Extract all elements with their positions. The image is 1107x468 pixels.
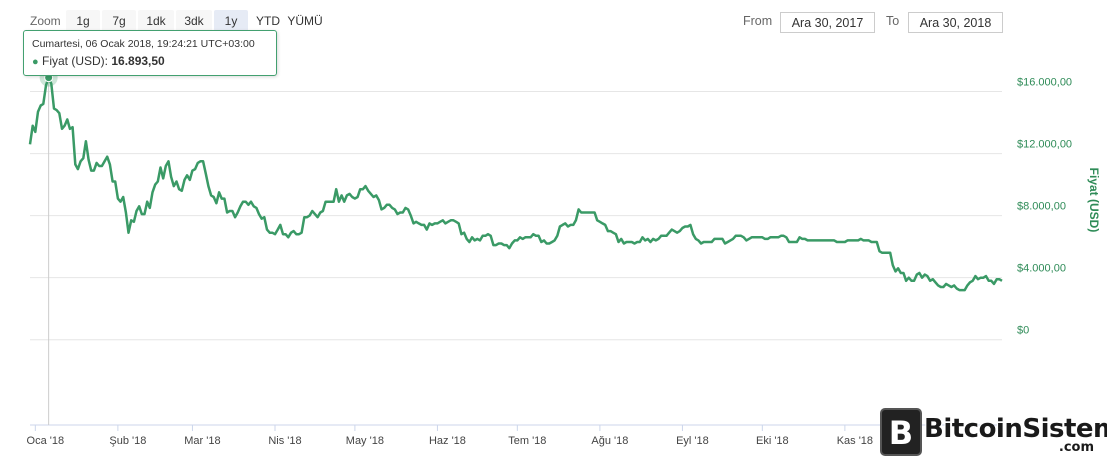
- x-tick-label: Şub '18: [109, 435, 146, 447]
- from-date-input[interactable]: Ara 30, 2017: [780, 12, 875, 33]
- tooltip-date: Cumartesi, 06 Ocak 2018, 19:24:21 UTC+03…: [32, 38, 255, 50]
- price-tooltip: Cumartesi, 06 Ocak 2018, 19:24:21 UTC+03…: [23, 30, 277, 76]
- x-tick-label: Eyl '18: [676, 435, 709, 447]
- zoom-1-day-button[interactable]: 1g: [66, 10, 100, 32]
- bitcoin-logo-icon: B: [880, 408, 922, 456]
- y-tick-label: $8.000,00: [1017, 201, 1066, 213]
- y-tick-label: $4.000,00: [1017, 263, 1066, 275]
- zoom-1-year-button[interactable]: 1y: [214, 10, 248, 32]
- x-tick-label: Mar '18: [184, 435, 220, 447]
- x-tick-label: Kas '18: [837, 435, 873, 447]
- to-label: To: [886, 14, 900, 28]
- series-dot-icon: ●: [32, 56, 39, 68]
- zoom-7-days-button[interactable]: 7g: [102, 10, 136, 32]
- price-series-line[interactable]: [28, 76, 1003, 292]
- zoom-1-month-button[interactable]: 1dk: [138, 10, 174, 32]
- tooltip-row: ● Fiyat (USD): 16.893,50: [32, 54, 268, 68]
- x-tick-label: Haz '18: [429, 435, 466, 447]
- y-tick-label: $0: [1017, 325, 1029, 337]
- x-tick-label: Eki '18: [756, 435, 789, 447]
- svg-text:B: B: [889, 414, 913, 452]
- bitcoinsistemi-watermark: B BitcoinSistemi .com: [876, 404, 1107, 459]
- x-tick-label: Tem '18: [508, 435, 546, 447]
- x-tick-label: May '18: [346, 435, 384, 447]
- x-axis-labels: Oca '18 Şub '18 Mar '18 Nis '18 May '18 Haz '…: [27, 425, 873, 447]
- tooltip-value: 16.893,50: [111, 54, 165, 68]
- y-tick-label: $12.000,00: [1017, 139, 1072, 151]
- watermark-name: BitcoinSistemi: [924, 414, 1107, 444]
- y-tick-label: $16.000,00: [1017, 77, 1072, 89]
- zoom-label: Zoom: [30, 14, 61, 28]
- zoom-ytd-button[interactable]: YTD: [256, 14, 280, 28]
- zoom-all-button[interactable]: YÜMÜ: [287, 14, 323, 28]
- from-label: From: [743, 14, 773, 28]
- watermark-suffix: .com: [1058, 440, 1094, 455]
- x-tick-label: Ağu '18: [591, 435, 628, 447]
- y-axis-labels: $0 $4.000,00 $8.000,00 $12.000,00 $16.000,00: [1017, 77, 1072, 337]
- x-tick-label: Oca '18: [27, 435, 65, 447]
- zoom-3-months-button[interactable]: 3dk: [176, 10, 212, 32]
- tooltip-series-label: Fiyat (USD):: [42, 54, 108, 68]
- to-date-input[interactable]: Ara 30, 2018: [908, 12, 1003, 33]
- grid-lines: [30, 91, 1002, 341]
- y-axis-title: Fiyat (USD): [1087, 168, 1101, 233]
- x-tick-label: Nis '18: [268, 435, 301, 447]
